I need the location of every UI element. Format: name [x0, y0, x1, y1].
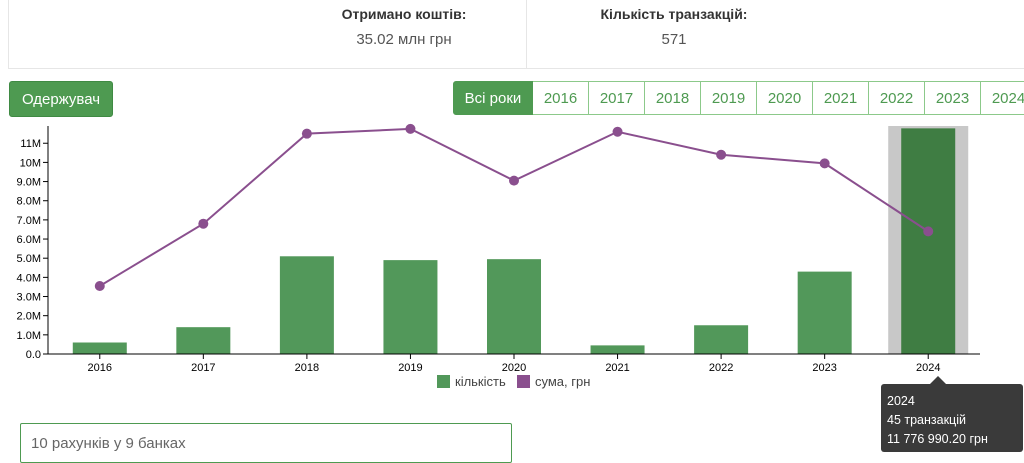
x-tick-label-2021: 2021 [605, 362, 629, 374]
y-tick-label: 8.0M [17, 196, 41, 208]
tooltip-amount: 11 776 990.20 грн [887, 432, 988, 446]
transactions-title: Кількість транзакцій: [600, 6, 748, 22]
point-2021 [612, 126, 623, 137]
y-tick-label: 9.0M [17, 177, 41, 189]
chart-tooltip: 2024 45 транзакцій 11 776 990.20 грн [881, 384, 1023, 452]
y-tick-label: 1.0M [17, 330, 41, 342]
y-tick-label: 3.0M [17, 292, 41, 304]
y-tick-label: 2.0M [17, 311, 41, 323]
year-tab-2018[interactable]: 2018 [645, 81, 701, 115]
funds-value: 35.02 млн грн [356, 31, 452, 48]
point-2017 [198, 218, 209, 229]
x-tick-label-2023: 2023 [812, 362, 836, 374]
chart: 0.0 1.0M 2.0M 3.0M 4.0M 5.0M 6.0M 7.0M 8.0M 9.0M 1… [17, 123, 980, 389]
y-tick-label: 4.0M [17, 272, 41, 284]
x-tick-label-2018: 2018 [295, 362, 319, 374]
x-tick-label-2017: 2017 [191, 362, 215, 374]
x-tick-label-2020: 2020 [502, 362, 526, 374]
y-tick-label: 7.0M [17, 215, 41, 227]
year-tab-2021[interactable]: 2021 [813, 81, 869, 115]
bar-2022 [694, 325, 749, 354]
x-tick-label-2022: 2022 [709, 362, 733, 374]
legend-label-suma: сума, грн [535, 374, 590, 389]
y-tick-label: 11M [20, 138, 41, 150]
y-tick-label: 6.0M [17, 234, 41, 246]
transactions-value: 571 [661, 31, 687, 48]
bar-2023 [797, 271, 852, 354]
year-tab-2016[interactable]: 2016 [533, 81, 589, 115]
point-2018 [301, 128, 312, 139]
point-2020 [509, 175, 519, 186]
stats-panel: Отримано коштів: 35.02 млн грн Кількість… [8, 0, 1024, 69]
transactions-stat: Кількість транзакцій: 571 [549, 6, 799, 48]
bar-2018 [279, 256, 334, 354]
x-tick-label-2016: 2016 [88, 362, 112, 374]
point-2022 [716, 149, 727, 160]
recipient-button[interactable]: Одержувач [9, 81, 113, 117]
year-tab-all[interactable]: Всі роки [453, 81, 533, 115]
legend-label-kilkist: кількість [455, 374, 506, 389]
tooltip-year: 2024 [887, 394, 915, 408]
x-tick-label-2019: 2019 [398, 362, 422, 374]
legend-swatch-kilkist [437, 375, 450, 388]
y-tick-label: 0.0 [26, 349, 41, 361]
accounts-summary[interactable]: 10 рахунків у 9 банках [20, 423, 512, 463]
bar-2016 [72, 342, 127, 354]
year-tab-2017[interactable]: 2017 [589, 81, 645, 115]
year-tab-2022[interactable]: 2022 [869, 81, 925, 115]
year-tab-2019[interactable]: 2019 [701, 81, 757, 115]
year-tabs: Всі роки 2016 2017 2018 2019 2020 2021 2022 2023… [453, 81, 1024, 115]
legend-swatch-suma [517, 375, 530, 388]
funds-stat: Отримано коштів: 35.02 млн грн [279, 6, 529, 48]
bar-2021 [590, 345, 645, 354]
point-2024 [923, 226, 934, 237]
bar-2020 [487, 259, 541, 354]
stats-divider [526, 0, 527, 68]
x-tick-label-2024: 2024 [916, 362, 940, 374]
year-tab-2023[interactable]: 2023 [925, 81, 981, 115]
accounts-summary-text: 10 рахунків у 9 банках [31, 435, 186, 452]
point-2016 [94, 280, 105, 291]
bar-2024 [901, 128, 956, 354]
point-2019 [405, 123, 416, 134]
tooltip-transactions: 45 транзакцій [887, 413, 966, 427]
year-tab-2020[interactable]: 2020 [757, 81, 813, 115]
y-tick-label: 5.0M [17, 253, 41, 265]
point-2023 [819, 158, 830, 169]
year-tab-2024[interactable]: 2024 [981, 81, 1024, 115]
bar-2019 [383, 260, 438, 354]
bar-2017 [176, 327, 231, 354]
tooltip-arrow [930, 376, 946, 384]
funds-title: Отримано коштів: [341, 6, 467, 22]
y-tick-label: 10M [20, 157, 41, 169]
